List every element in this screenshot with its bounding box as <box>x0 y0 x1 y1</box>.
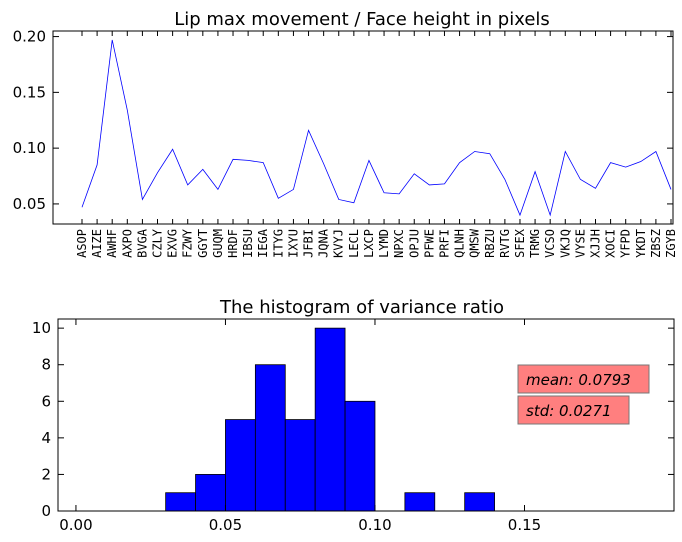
x-tick-label: OPJU <box>407 229 421 258</box>
x-tick-label: JFBI <box>302 229 316 258</box>
histogram-bar <box>314 327 346 512</box>
histogram-bar <box>464 492 495 512</box>
histogram-bar <box>404 492 436 512</box>
histogram-y-axis: 0 2 4 6 8 10 <box>32 319 674 520</box>
histogram-frame <box>57 318 675 512</box>
x-tick-label: AIZE <box>90 229 104 258</box>
histogram-bars <box>165 327 495 512</box>
histogram-bar <box>225 419 256 512</box>
x-tick-label: PRFI <box>437 229 451 258</box>
histogram-chart: The histogram of variance ratio 0246810 … <box>32 297 675 534</box>
x-tick-label: VYSE <box>573 229 587 258</box>
x-tick-label: IEGA <box>256 228 270 258</box>
line-chart-x-axis: ASOP AIZE AWHF AXPO BVGA CZLY EXVG FZWY GGYT GUQM… <box>75 31 678 258</box>
x-tick-label: ZGYB <box>664 229 678 258</box>
y-tick-label: 10 <box>32 319 51 337</box>
x-tick-label: AXPO <box>120 229 134 258</box>
y-tick-label: 0.05 <box>13 195 46 213</box>
x-tick-label: VKJQ <box>558 229 572 258</box>
x-tick-label: PFWE <box>422 229 436 258</box>
x-tick-label: KVYJ <box>332 229 346 258</box>
x-tick-label: JQNA <box>317 228 331 258</box>
x-tick-label: ZBSZ <box>649 229 663 258</box>
histogram-title: The histogram of variance ratio <box>219 297 504 318</box>
x-tick-label: ASOP <box>75 229 89 258</box>
x-tick-label: XOCI <box>604 229 618 258</box>
histogram-bar <box>254 364 286 512</box>
x-tick-label: 0.10 <box>358 516 391 534</box>
x-tick-label: AWHF <box>105 229 119 258</box>
x-tick-label: HRDF <box>226 229 240 258</box>
y-tick-label: 2 <box>41 465 51 483</box>
x-tick-label: FZWY <box>181 228 195 258</box>
x-tick-label: LXCP <box>362 229 376 258</box>
y-tick-label: 0.15 <box>13 83 46 101</box>
y-tick-label: 6 <box>41 392 51 410</box>
x-tick-label: GUQM <box>211 229 225 258</box>
x-tick-label: YFPD <box>619 229 633 258</box>
histogram-bar <box>165 492 196 512</box>
histogram-x-axis: 0.00 0.05 0.10 0.15 <box>59 319 541 534</box>
x-tick-label: CZLY <box>151 228 165 258</box>
x-tick-label: LECL <box>347 229 361 258</box>
histogram-bar <box>284 419 316 512</box>
x-tick-label: QMSW <box>468 228 482 258</box>
histogram-bar <box>195 474 226 512</box>
x-tick-label: 0.15 <box>508 516 541 534</box>
y-tick-label: 0.20 <box>13 28 46 46</box>
line-chart-frame <box>52 30 674 225</box>
y-tick-label: 0 <box>41 502 51 520</box>
x-tick-label: IBSU <box>241 229 255 258</box>
y-tick-label: 0.10 <box>13 139 46 157</box>
x-tick-label: VCSO <box>543 229 557 258</box>
x-tick-label: 0.05 <box>209 516 242 534</box>
x-tick-label: IXYU <box>286 229 300 258</box>
x-tick-label: GGYT <box>196 229 210 258</box>
x-tick-label: BVGA <box>135 228 149 258</box>
y-tick-label: 4 <box>41 429 51 447</box>
x-tick-label: RBZU <box>483 229 497 258</box>
x-tick-label: EXVG <box>166 229 180 258</box>
x-tick-label: RVTG <box>498 229 512 258</box>
x-tick-label: NPXC <box>392 229 406 258</box>
histogram-bar <box>344 400 376 512</box>
x-tick-label: QLNH <box>453 229 467 258</box>
x-tick-label: SFEX <box>513 228 527 258</box>
line-chart: Lip max movement / Face height in pixels… <box>13 9 678 258</box>
x-tick-label: TRMG <box>528 229 542 258</box>
std-annotation-label: std: 0.0271 <box>526 402 612 420</box>
x-tick-label: XJJH <box>588 229 602 258</box>
line-chart-title: Lip max movement / Face height in pixels <box>174 9 550 30</box>
x-tick-label: LYMD <box>377 229 391 258</box>
y-tick-label: 8 <box>41 356 51 374</box>
x-tick-label: YKDT <box>634 229 648 258</box>
mean-annotation: mean: 0.0793 <box>517 364 650 394</box>
std-annotation: std: 0.0271 <box>517 395 630 425</box>
line-series <box>81 39 672 217</box>
mean-annotation-box <box>517 364 650 394</box>
std-annotation-box <box>517 395 630 425</box>
x-tick-label: ITYG <box>271 229 285 258</box>
x-tick-label: 0.00 <box>59 516 92 534</box>
line-chart-y-axis: 0.05 0.10 0.15 0.20 <box>13 28 673 213</box>
mean-annotation-label: mean: 0.0793 <box>526 371 631 389</box>
